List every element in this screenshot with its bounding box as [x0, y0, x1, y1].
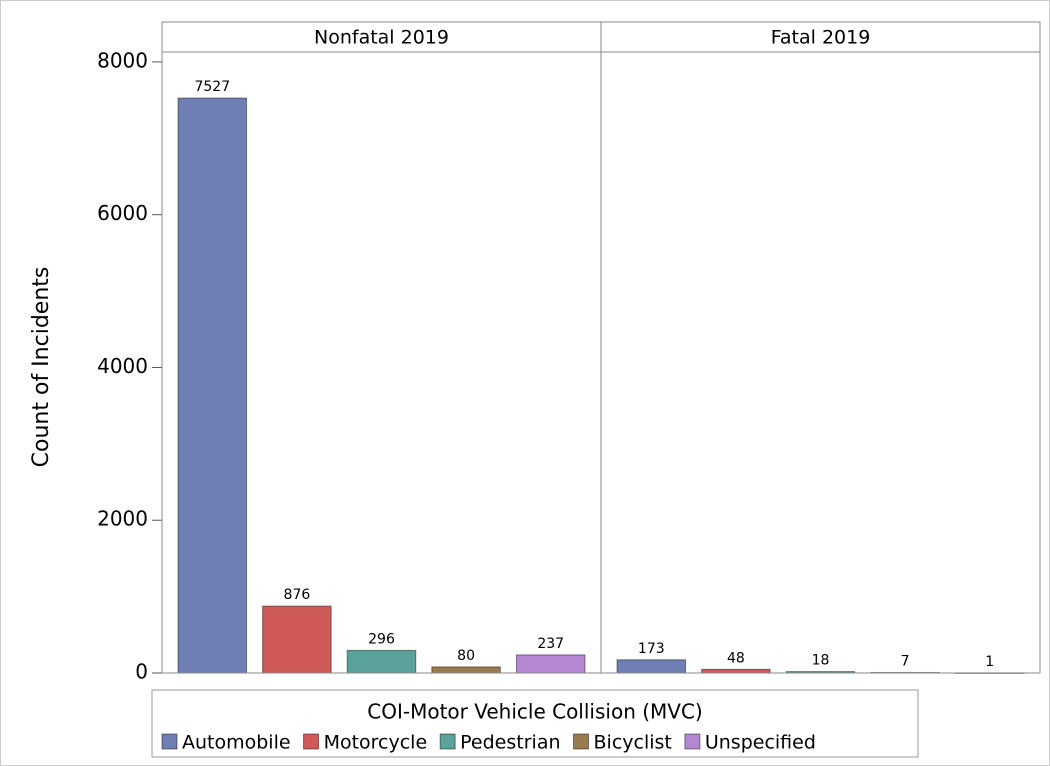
- y-tick-label: 0: [135, 660, 148, 684]
- legend-swatch: [439, 733, 456, 750]
- legend-label: Pedestrian: [460, 732, 560, 754]
- y-axis-label: Count of Incidents: [29, 267, 54, 468]
- legend-label: Motorcycle: [324, 732, 428, 754]
- data-label: 7527: [194, 79, 230, 95]
- bar: [346, 649, 417, 674]
- bar: [431, 666, 501, 674]
- panel-header: [161, 21, 602, 53]
- legend-swatch: [573, 733, 589, 750]
- data-label: 18: [812, 653, 830, 669]
- data-label: 237: [537, 636, 564, 652]
- data-label: 876: [284, 587, 311, 603]
- data-label: 173: [638, 641, 665, 657]
- panel-title: Fatal 2019: [771, 27, 871, 49]
- bar: [515, 654, 586, 674]
- legend-label: Unspecified: [705, 732, 816, 754]
- bar: [616, 659, 687, 674]
- legend-title: COI-Motor Vehicle Collision (MVC): [367, 700, 702, 724]
- data-label: 7: [901, 653, 910, 669]
- legend-box: [151, 689, 919, 758]
- bar: [177, 97, 248, 674]
- legend-label: Automobile: [182, 732, 291, 754]
- legend-swatch: [684, 733, 701, 750]
- legend-label: Bicyclist: [594, 732, 672, 754]
- y-tick-label: 2000: [97, 507, 148, 531]
- data-label: 296: [368, 631, 395, 647]
- data-label: 48: [727, 650, 745, 666]
- data-label: 80: [457, 648, 475, 664]
- y-tick-label: 8000: [97, 48, 148, 72]
- y-tick-label: 4000: [97, 354, 148, 378]
- panel-header: [600, 21, 1041, 53]
- legend-swatch: [303, 733, 320, 750]
- legend-swatch: [161, 733, 178, 750]
- panel-frame: [600, 51, 1041, 674]
- bar: [262, 605, 332, 674]
- data-label: 1: [985, 654, 994, 670]
- panel-title: Nonfatal 2019: [314, 27, 449, 49]
- bar: [701, 668, 771, 674]
- y-tick-label: 6000: [97, 201, 148, 225]
